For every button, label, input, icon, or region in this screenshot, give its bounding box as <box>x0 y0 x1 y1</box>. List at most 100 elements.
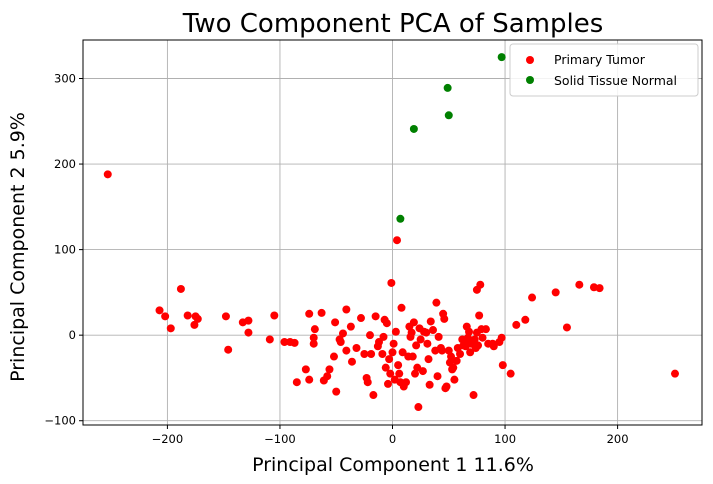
data-point-primary-tumor <box>450 375 459 384</box>
data-point-primary-tumor <box>398 348 407 357</box>
legend-marker-primary-tumor <box>526 56 534 64</box>
data-point-primary-tumor <box>423 339 432 348</box>
data-point-primary-tumor <box>391 327 400 336</box>
data-point-solid-tissue-normal <box>497 53 506 62</box>
data-point-primary-tumor <box>270 311 279 320</box>
data-point-primary-tumor <box>409 318 418 327</box>
legend-box <box>509 43 699 97</box>
data-point-primary-tumor <box>331 318 340 327</box>
data-point-primary-tumor <box>336 338 345 347</box>
data-point-primary-tumor <box>342 346 351 355</box>
data-point-primary-tumor <box>367 349 376 358</box>
data-point-primary-tumor <box>280 338 289 347</box>
data-point-primary-tumor <box>347 357 356 366</box>
data-point-primary-tumor <box>425 380 434 389</box>
data-point-primary-tumor <box>456 349 465 358</box>
data-point-primary-tumor <box>429 326 438 335</box>
data-point-primary-tumor <box>290 338 299 347</box>
data-point-primary-tumor <box>449 363 458 372</box>
data-point-primary-tumor <box>317 308 326 317</box>
data-point-primary-tumor <box>221 312 230 321</box>
data-point-primary-tumor <box>402 378 411 387</box>
data-point-primary-tumor <box>292 378 301 387</box>
data-point-solid-tissue-normal <box>396 214 405 223</box>
data-point-primary-tumor <box>371 312 380 321</box>
data-point-primary-tumor <box>416 335 425 344</box>
data-point-solid-tissue-normal <box>409 124 418 133</box>
data-point-primary-tumor <box>374 338 383 347</box>
chart-title: Two Component PCA of Samples <box>182 9 603 39</box>
data-point-primary-tumor <box>305 375 314 384</box>
data-point-primary-tumor <box>442 382 451 391</box>
data-point-primary-tumor <box>440 314 449 323</box>
data-point-primary-tumor <box>465 327 474 336</box>
data-point-primary-tumor <box>332 387 341 396</box>
data-point-primary-tumor <box>103 170 112 179</box>
legend-label-primary-tumor: Primary Tumor <box>554 52 646 67</box>
data-point-primary-tumor <box>310 325 319 334</box>
data-point-primary-tumor <box>422 328 431 337</box>
data-point-primary-tumor <box>521 315 530 324</box>
legend-label-solid-tissue-normal: Solid Tissue Normal <box>554 73 677 88</box>
data-point-primary-tumor <box>551 288 560 297</box>
x-tick-label: 200 <box>607 432 629 446</box>
data-point-primary-tumor <box>433 372 442 381</box>
grid-lines <box>83 40 702 425</box>
data-point-primary-tumor <box>323 372 332 381</box>
data-point-primary-tumor <box>408 352 417 361</box>
data-point-primary-tumor <box>342 305 351 314</box>
data-point-primary-tumor <box>489 342 498 351</box>
data-point-primary-tumor <box>378 349 387 358</box>
y-axis-title: Principal Component 2 5.9% <box>7 112 29 382</box>
data-point-primary-tumor <box>388 348 397 357</box>
data-point-primary-tumor <box>360 349 369 358</box>
data-point-primary-tumor <box>265 335 274 344</box>
data-point-primary-tumor <box>385 355 394 364</box>
data-point-primary-tumor <box>176 284 185 293</box>
data-point-primary-tumor <box>381 363 390 372</box>
data-point-primary-tumor <box>506 369 515 378</box>
axis-ticks: −200 −100 0 100 200 −100 0 100 200 300 <box>44 72 628 447</box>
y-tick-label: −100 <box>44 414 76 428</box>
data-point-primary-tumor <box>352 344 361 352</box>
data-point-primary-tumor <box>476 280 485 289</box>
data-point-primary-tumor <box>382 319 391 328</box>
data-point-primary-tumor <box>386 369 395 378</box>
data-point-primary-tumor <box>369 391 378 400</box>
data-point-primary-tumor <box>190 320 199 329</box>
data-point-primary-tumor <box>329 352 338 361</box>
data-point-primary-tumor <box>346 322 355 331</box>
data-point-primary-tumor <box>338 329 347 338</box>
x-tick-label: 100 <box>494 432 516 446</box>
data-point-primary-tumor <box>434 332 443 341</box>
data-point-primary-tumor <box>528 293 537 302</box>
data-point-primary-tumor <box>183 311 192 320</box>
data-point-primary-tumor <box>397 303 406 312</box>
data-point-primary-tumor <box>452 356 461 365</box>
x-tick-label: −200 <box>152 432 184 446</box>
data-point-primary-tumor <box>497 333 506 342</box>
data-point-primary-tumor <box>478 333 487 342</box>
data-point-solid-tissue-normal <box>443 83 452 92</box>
data-point-primary-tumor <box>395 369 404 378</box>
data-point-primary-tumor <box>387 278 396 287</box>
data-point-primary-tumor <box>379 332 388 341</box>
legend: Primary Tumor Solid Tissue Normal <box>509 43 699 97</box>
data-point-primary-tumor <box>424 355 433 364</box>
data-point-primary-tumor <box>393 236 402 245</box>
data-point-primary-tumor <box>155 306 164 315</box>
data-point-primary-tumor <box>309 339 318 348</box>
data-point-primary-tumor <box>389 339 398 348</box>
data-point-primary-tumor <box>244 316 253 325</box>
data-point-primary-tumor <box>394 361 403 370</box>
data-point-primary-tumor <box>469 391 478 400</box>
data-point-primary-tumor <box>356 314 365 323</box>
data-point-primary-tumor <box>595 284 604 293</box>
data-point-primary-tumor <box>305 309 314 318</box>
y-tick-label: 0 <box>69 328 76 342</box>
data-point-primary-tumor <box>166 324 175 333</box>
data-point-primary-tumor <box>481 325 490 334</box>
data-point-primary-tumor <box>438 346 447 355</box>
data-point-primary-tumor <box>432 298 441 307</box>
